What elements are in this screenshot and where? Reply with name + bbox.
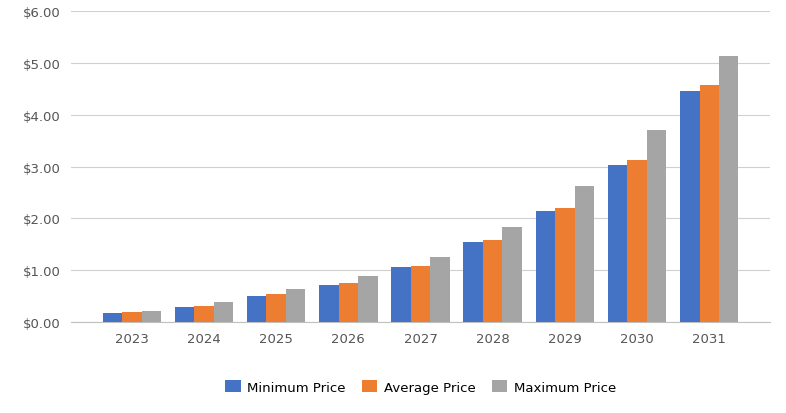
Bar (608, 166, 627, 322)
Bar (627, 161, 647, 322)
Bar (102, 313, 122, 322)
Bar (194, 306, 214, 322)
Bar (719, 57, 739, 322)
Bar (122, 312, 141, 322)
Bar (430, 258, 450, 322)
Bar (214, 302, 233, 322)
Bar (358, 277, 377, 322)
Bar (339, 283, 358, 322)
Bar (647, 131, 667, 322)
Bar (680, 91, 700, 322)
Bar (141, 311, 161, 322)
Bar (266, 295, 286, 322)
Bar (464, 242, 483, 322)
Legend: Minimum Price, Average Price, Maximum Price: Minimum Price, Average Price, Maximum Pr… (219, 375, 622, 399)
Bar (174, 308, 194, 322)
Bar (411, 266, 430, 322)
Bar (575, 186, 594, 322)
Bar (319, 285, 339, 322)
Bar (700, 86, 719, 322)
Bar (391, 267, 411, 322)
Bar (286, 290, 306, 322)
Bar (483, 240, 502, 322)
Bar (502, 228, 522, 322)
Bar (555, 209, 575, 322)
Bar (535, 211, 555, 322)
Bar (247, 297, 266, 322)
